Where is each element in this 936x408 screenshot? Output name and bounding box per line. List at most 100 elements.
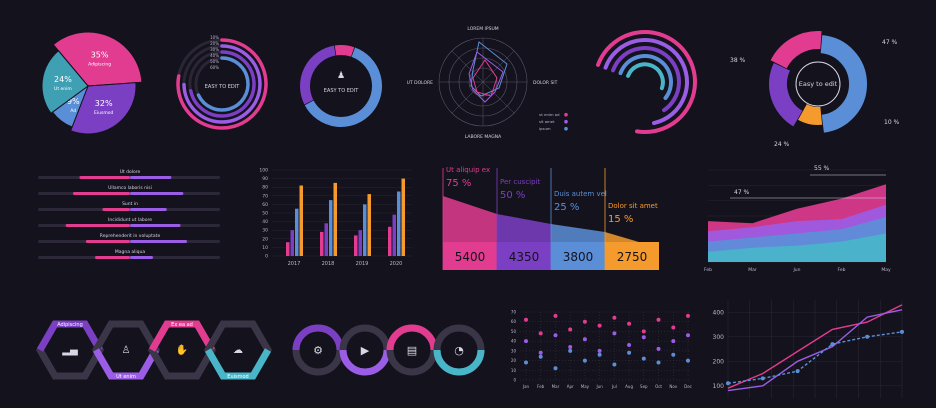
- radial-bar: [182, 44, 262, 124]
- funnel-step-title: Duis autem vel: [554, 190, 607, 198]
- pie-slice-label: Ut enim: [54, 86, 72, 92]
- line-point: [760, 376, 765, 381]
- scatter-y-tick: 30: [511, 348, 517, 353]
- radial-tick-label: 60%: [210, 65, 219, 70]
- radar-chart: LOREM IPSUM UT DOLORE DOLOR SIT LABORE M…: [407, 26, 568, 140]
- line-point: [795, 369, 800, 374]
- radial-tick-label: 40%: [210, 53, 219, 58]
- hbar-label: Magna aliqua: [115, 249, 146, 255]
- hbar-right: [130, 192, 184, 195]
- radar-series-shape: [468, 51, 504, 103]
- scatter-point: [597, 323, 602, 328]
- scatter-y-tick: 20: [511, 358, 517, 363]
- line-point: [865, 334, 870, 339]
- bar-y-tick: 70: [262, 193, 268, 199]
- radial-tick-label: 10%: [210, 35, 219, 40]
- funnel-step-pct: 75 %: [446, 178, 471, 189]
- funnel-value-block: [605, 242, 659, 270]
- scatter-point: [538, 354, 543, 359]
- area-x-label: Mar: [748, 267, 757, 273]
- bar: [388, 226, 392, 256]
- donut-segment: [334, 45, 355, 57]
- gauge-icon: ◔: [454, 344, 464, 357]
- bar: [295, 208, 299, 256]
- bar-y-tick: 10: [262, 245, 268, 251]
- hex-label: Ut enim: [116, 374, 136, 380]
- hbar-label: Sunt in: [122, 201, 138, 207]
- funnel-value-block: [443, 242, 497, 270]
- pie-slice: [41, 50, 89, 114]
- scatter-point: [656, 360, 661, 365]
- pie-slice: [52, 31, 143, 87]
- radial-bar: [188, 50, 256, 118]
- funnel-step-pct: 25 %: [554, 202, 579, 213]
- radial-bar: [618, 54, 673, 101]
- radial-tick-label: 20%: [210, 41, 219, 46]
- area-x-label: Jun: [792, 267, 800, 273]
- area-x-label: Feb: [704, 267, 712, 273]
- cloud-icon: ☁: [233, 345, 243, 356]
- bar: [367, 194, 371, 256]
- radial-bar: [603, 38, 689, 126]
- radial-bar: [196, 56, 250, 112]
- scatter-x-label: Jul: [611, 384, 617, 389]
- scatter-point: [597, 348, 602, 353]
- radial-bar: [626, 62, 665, 91]
- hex-label: Adipiscing: [57, 322, 83, 328]
- scatter-point: [553, 333, 558, 338]
- hbar-right: [130, 256, 153, 259]
- scatter-point: [641, 335, 646, 340]
- hbar-label: Ut dolore: [120, 169, 141, 175]
- scatter-x-label: Feb: [537, 384, 545, 389]
- network-icon: ⚙: [313, 344, 323, 357]
- ring-highlight: [433, 349, 485, 376]
- donut-segment: [300, 45, 336, 105]
- scatter-point: [553, 313, 558, 318]
- pie-slice-pct: 24%: [54, 75, 72, 84]
- hbar-left: [85, 240, 130, 243]
- line-point: [830, 342, 835, 347]
- bar: [397, 191, 401, 256]
- scatter-point: [686, 333, 690, 338]
- line-y-tick: 200: [713, 358, 725, 365]
- line-series: [727, 304, 903, 389]
- donut-chart: ♟ EASY TO EDIT: [300, 45, 382, 127]
- scatter-point: [612, 362, 617, 367]
- scatter-point: [568, 345, 573, 349]
- donut3-label-47: 47 %: [882, 39, 898, 46]
- dot-scatter-chart: 70 60 50 40 30 20 10 0 Jan Feb Mar Apr May Jun Jul Aug S…: [511, 310, 692, 390]
- donut3-segment: [820, 35, 867, 133]
- bar: [286, 242, 290, 256]
- scatter-y-tick: 70: [511, 310, 517, 315]
- radial-bars-chart: 10%20%30%40%50%60% EASY TO EDIT: [176, 35, 268, 130]
- scatter-y-tick: 40: [511, 339, 517, 344]
- radar-legend-dot: [564, 126, 568, 131]
- bar-y-tick: 50: [262, 211, 268, 217]
- funnel-value-block: [497, 242, 551, 270]
- scatter-point: [524, 317, 528, 322]
- hbar-right: [130, 240, 188, 243]
- scatter-point: [582, 337, 587, 342]
- bar-y-tick: 0: [265, 254, 268, 260]
- radial-bars-chart-2: [596, 30, 697, 134]
- hex-highlight: [204, 348, 272, 380]
- hbar-label: Incididunt ut labore: [108, 217, 152, 223]
- user-icon: ♙: [122, 345, 131, 356]
- line-point: [900, 329, 904, 334]
- scatter-point: [686, 313, 690, 318]
- scatter-x-label: May: [581, 384, 590, 389]
- scatter-point: [538, 350, 543, 355]
- line-point: [726, 381, 730, 386]
- radar-top-label: LOREM IPSUM: [467, 26, 498, 32]
- radar-spoke: [482, 81, 515, 114]
- line-y-tick: 300: [713, 334, 725, 341]
- funnel-value-block: [551, 242, 605, 270]
- scatter-point: [627, 343, 632, 347]
- ring-flow-infographic: ⚙ ▶ ▤ ◔: [292, 324, 485, 376]
- radar-legend-label: sit amet: [539, 119, 555, 124]
- scatter-point: [597, 352, 602, 357]
- bar-y-tick: 40: [262, 219, 268, 225]
- ring-highlight: [339, 349, 391, 376]
- hex-highlight: [148, 320, 216, 352]
- hex-label: Ex ea ad: [171, 322, 193, 328]
